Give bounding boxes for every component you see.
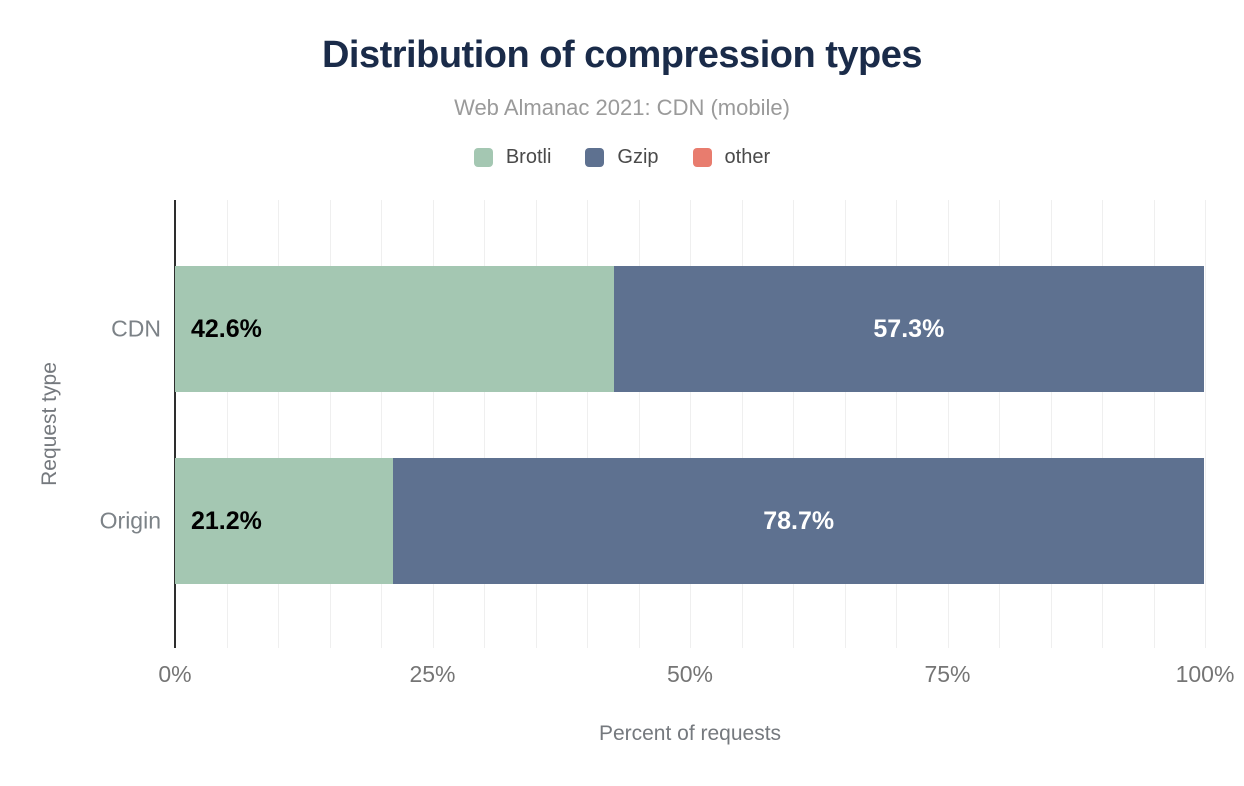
legend-label: Brotli xyxy=(505,146,552,168)
bar-segment-cdn-brotli[interactable]: 42.6% xyxy=(175,266,614,392)
legend-swatch-brotli xyxy=(473,148,493,167)
gridline-75 xyxy=(947,200,949,648)
y-tick-label-origin: Origin xyxy=(99,507,161,534)
legend-item-other[interactable]: other xyxy=(692,146,771,169)
x-tick-label-75: 75% xyxy=(924,661,971,687)
legend-label: other xyxy=(724,146,771,168)
gridline-30 xyxy=(484,200,485,648)
y-axis-title: Request type xyxy=(38,362,61,486)
gridline-80 xyxy=(999,200,1000,648)
gridline-15 xyxy=(329,200,331,648)
chart-subtitle: Web Almanac 2021: CDN (mobile) xyxy=(454,95,790,120)
legend: Brotli Gzip other xyxy=(0,146,1244,169)
gridline-70 xyxy=(896,200,897,648)
legend-label: Gzip xyxy=(617,146,659,168)
legend-swatch-other xyxy=(692,148,712,167)
bar-value-label: 21.2% xyxy=(191,506,262,535)
gridline-85 xyxy=(1050,200,1052,648)
gridline-55 xyxy=(741,200,743,648)
bar-segment-cdn-gzip[interactable]: 57.3% xyxy=(613,266,1204,392)
y-tick-label-cdn: CDN xyxy=(111,315,161,342)
gridline-95 xyxy=(1153,200,1155,648)
gridline-40 xyxy=(587,200,588,648)
x-tick-label-100: 100% xyxy=(1175,661,1235,687)
bar-value-label: 42.6% xyxy=(191,314,262,343)
bar-value-label: 57.3% xyxy=(873,314,945,343)
gridline-60 xyxy=(793,200,794,648)
x-axis-title: Percent of requests xyxy=(598,722,782,745)
gridline-35 xyxy=(535,200,537,648)
legend-swatch-gzip xyxy=(585,148,605,167)
x-tick-label-25: 25% xyxy=(409,661,456,687)
gridline-45 xyxy=(638,200,640,648)
plot-area: 42.6% 57.3% CDN 21.2% 78.7% Origin 0% 25% 50% 75%… xyxy=(100,200,1234,687)
legend-item-brotli[interactable]: Brotli xyxy=(473,146,552,169)
chart-title: Distribution of compression types xyxy=(321,34,923,76)
legend-item-gzip[interactable]: Gzip xyxy=(585,146,659,169)
gridline-90 xyxy=(1102,200,1103,648)
y-axis-line xyxy=(174,200,176,648)
gridline-50 xyxy=(690,200,691,648)
bar-row-origin: 21.2% 78.7% xyxy=(175,458,1205,584)
gridline-65 xyxy=(844,200,846,648)
gridline-10 xyxy=(278,200,279,648)
gridline-5 xyxy=(226,200,228,648)
x-tick-label-0: 0% xyxy=(158,661,192,687)
bar-row-cdn: 42.6% 57.3% xyxy=(175,266,1205,392)
gridline-20 xyxy=(381,200,382,648)
x-tick-label-50: 50% xyxy=(666,661,714,687)
bar-segment-origin-gzip[interactable]: 78.7% xyxy=(393,458,1204,584)
gridline-100 xyxy=(1205,200,1206,648)
bar-value-label: 78.7% xyxy=(763,506,835,535)
gridline-25 xyxy=(432,200,434,648)
bar-segment-origin-brotli[interactable]: 21.2% xyxy=(175,458,394,584)
